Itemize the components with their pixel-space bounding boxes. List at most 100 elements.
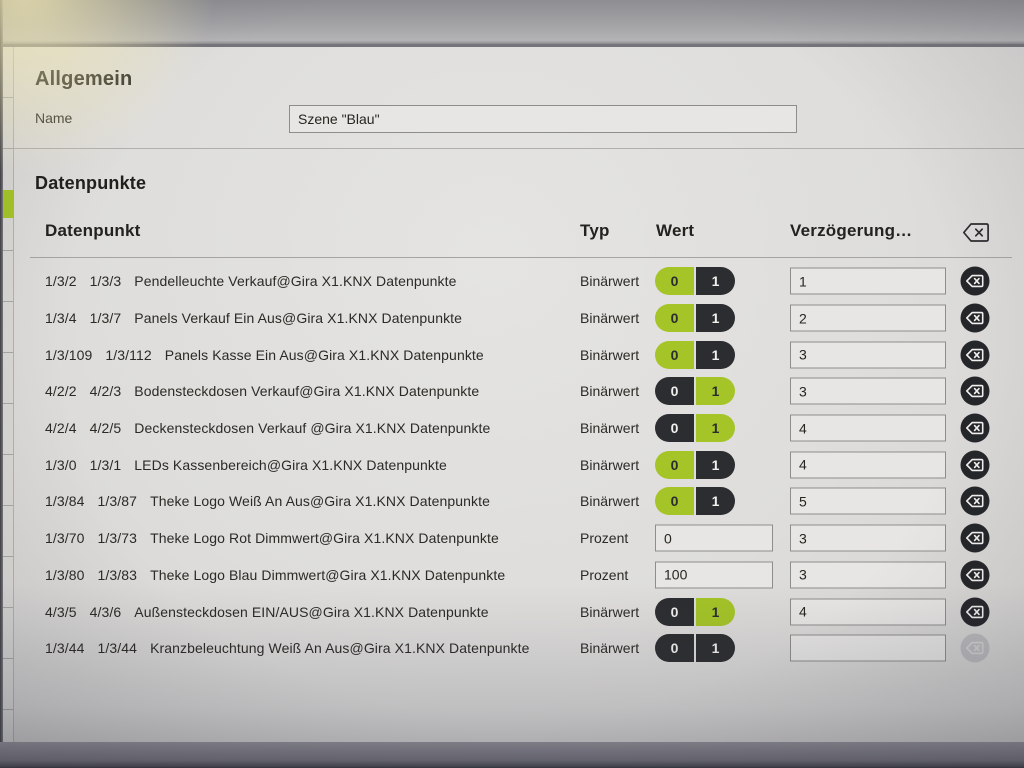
datapoint-type: Binärwert <box>580 346 640 363</box>
delete-datapoint-button[interactable] <box>960 633 990 663</box>
toggle-option-zero[interactable]: 0 <box>655 450 696 479</box>
delete-datapoint-button[interactable] <box>960 266 990 296</box>
backspace-icon[interactable] <box>962 222 990 243</box>
datapoint-type: Binärwert <box>580 493 640 510</box>
table-header-divider <box>30 257 1012 258</box>
binary-value-toggle[interactable]: 0 1 <box>655 634 735 663</box>
delete-datapoint-button[interactable] <box>960 560 990 590</box>
datapoint-address-status: 1/3/73 <box>97 530 138 547</box>
datapoint-address-main: 1/3/44 <box>45 640 85 657</box>
datapoint-description: 4/2/2 4/2/3 Bodensteckdosen Verkauf@Gira X… <box>45 383 479 399</box>
datapoint-address-status: 1/3/7 <box>89 310 122 327</box>
toggle-option-zero[interactable]: 0 <box>655 267 696 296</box>
binary-value-toggle[interactable]: 0 1 <box>655 267 735 296</box>
toggle-option-one[interactable]: 1 <box>696 340 735 369</box>
delay-input[interactable] <box>790 487 946 515</box>
toggle-option-one[interactable]: 1 <box>696 267 735 296</box>
datapoint-address-main: 1/3/2 <box>45 273 77 290</box>
datapoint-row: 1/3/84 1/3/87 Theke Logo Weiß An Aus@Gira … <box>0 483 1024 520</box>
datapoint-type: Binärwert <box>580 603 640 620</box>
toggle-option-zero[interactable]: 0 <box>655 487 696 516</box>
section-divider <box>13 148 1024 149</box>
delay-input[interactable] <box>790 341 946 369</box>
toggle-option-zero[interactable]: 0 <box>655 304 696 333</box>
delete-datapoint-button[interactable] <box>960 340 990 370</box>
toggle-option-one[interactable]: 1 <box>696 597 735 626</box>
datapoint-type: Binärwert <box>580 273 640 290</box>
datapoint-description: 4/2/4 4/2/5 Deckensteckdosen Verkauf @Gira… <box>45 420 490 436</box>
binary-value-toggle[interactable]: 0 1 <box>655 304 735 333</box>
datapoint-label: Panels Verkauf Ein Aus@Gira X1.KNX Daten… <box>134 310 463 327</box>
toggle-option-one[interactable]: 1 <box>696 414 735 443</box>
toggle-option-zero[interactable]: 0 <box>655 414 696 443</box>
datapoints-section-title: Datenpunkte <box>35 173 147 193</box>
toggle-option-zero[interactable]: 0 <box>655 634 696 663</box>
datapoint-type: Binärwert <box>580 420 640 437</box>
percent-value-input[interactable] <box>655 524 773 552</box>
delay-input[interactable] <box>790 561 946 589</box>
percent-value-input[interactable] <box>655 561 773 589</box>
datapoint-row: 4/2/4 4/2/5 Deckensteckdosen Verkauf @Gira… <box>0 410 1024 447</box>
datapoint-row: 1/3/109 1/3/112 Panels Kasse Ein Aus@Gira … <box>0 336 1024 373</box>
binary-value-toggle[interactable]: 0 1 <box>655 377 735 406</box>
delay-input[interactable] <box>790 634 946 662</box>
column-header-delay: Verzögerung… <box>790 221 913 240</box>
datapoint-row: 1/3/70 1/3/73 Theke Logo Rot Dimmwert@Gira… <box>0 520 1024 557</box>
datapoint-row: 4/2/2 4/2/3 Bodensteckdosen Verkauf@Gira X… <box>0 373 1024 410</box>
scene-name-input[interactable] <box>289 105 797 133</box>
datapoint-address-main: 4/2/4 <box>45 420 77 437</box>
toggle-option-one[interactable]: 1 <box>696 487 735 516</box>
toggle-option-one[interactable]: 1 <box>696 304 735 333</box>
delay-input[interactable] <box>790 451 946 479</box>
datapoint-type: Binärwert <box>580 383 640 400</box>
datapoint-label: Außensteckdosen EIN/AUS@Gira X1.KNX Date… <box>134 603 489 620</box>
datapoint-label: Kranzbeleuchtung Weiß An Aus@Gira X1.KNX… <box>150 640 530 657</box>
delete-datapoint-button[interactable] <box>960 376 990 406</box>
binary-value-toggle[interactable]: 0 1 <box>655 597 735 626</box>
datapoint-type: Binärwert <box>580 640 640 657</box>
delay-input[interactable] <box>790 377 946 405</box>
datapoint-label: Theke Logo Rot Dimmwert@Gira X1.KNX Date… <box>150 530 499 547</box>
toggle-option-one[interactable]: 1 <box>696 450 735 479</box>
delete-datapoint-button[interactable] <box>960 303 990 333</box>
datapoint-row: 1/3/2 1/3/3 Pendelleuchte Verkauf@Gira X1.… <box>0 263 1024 300</box>
binary-value-toggle[interactable]: 0 1 <box>655 340 735 369</box>
datapoint-address-status: 4/2/3 <box>89 383 122 400</box>
datapoint-address-status: 1/3/83 <box>97 566 138 583</box>
datapoint-address-status: 1/3/1 <box>89 456 122 473</box>
delete-datapoint-button[interactable] <box>960 486 990 516</box>
datapoint-description: 1/3/84 1/3/87 Theke Logo Weiß An Aus@Gira … <box>45 493 490 509</box>
delete-datapoint-button[interactable] <box>960 597 990 627</box>
column-header-datapoint: Datenpunkt <box>45 221 141 240</box>
datapoint-type: Prozent <box>580 566 629 583</box>
toggle-option-one[interactable]: 1 <box>696 377 735 406</box>
datapoint-label: LEDs Kassenbereich@Gira X1.KNX Datenpunk… <box>134 456 447 473</box>
column-header-value: Wert <box>656 221 695 240</box>
delay-input[interactable] <box>790 524 946 552</box>
delay-input[interactable] <box>790 304 946 332</box>
toggle-option-zero[interactable]: 0 <box>655 377 696 406</box>
binary-value-toggle[interactable]: 0 1 <box>655 487 735 516</box>
delete-datapoint-button[interactable] <box>960 450 990 480</box>
datapoint-type: Binärwert <box>580 310 640 327</box>
toggle-option-zero[interactable]: 0 <box>655 597 696 626</box>
datapoint-row: 1/3/0 1/3/1 LEDs Kassenbereich@Gira X1.KNX… <box>0 446 1024 483</box>
binary-value-toggle[interactable]: 0 1 <box>655 450 735 479</box>
datapoint-row: 1/3/44 1/3/44 Kranzbeleuchtung Weiß An Aus… <box>0 630 1024 667</box>
delay-input[interactable] <box>790 414 946 442</box>
delay-input[interactable] <box>790 267 946 295</box>
toggle-option-zero[interactable]: 0 <box>655 340 696 369</box>
delete-datapoint-button[interactable] <box>960 413 990 443</box>
datapoint-address-main: 1/3/84 <box>45 493 85 510</box>
datapoint-address-status: 1/3/87 <box>97 493 138 510</box>
delete-datapoint-button[interactable] <box>960 523 990 553</box>
datapoint-address-main: 1/3/70 <box>45 530 85 547</box>
datapoint-address-status: 4/3/6 <box>89 603 122 620</box>
datapoint-description: 1/3/2 1/3/3 Pendelleuchte Verkauf@Gira X1.… <box>45 273 457 289</box>
general-section-title: Allgemein <box>35 68 133 90</box>
delay-input[interactable] <box>790 598 946 626</box>
toggle-option-one[interactable]: 1 <box>696 634 735 663</box>
binary-value-toggle[interactable]: 0 1 <box>655 414 735 443</box>
datapoint-row: 4/3/5 4/3/6 Außensteckdosen EIN/AUS@Gira X… <box>0 593 1024 630</box>
